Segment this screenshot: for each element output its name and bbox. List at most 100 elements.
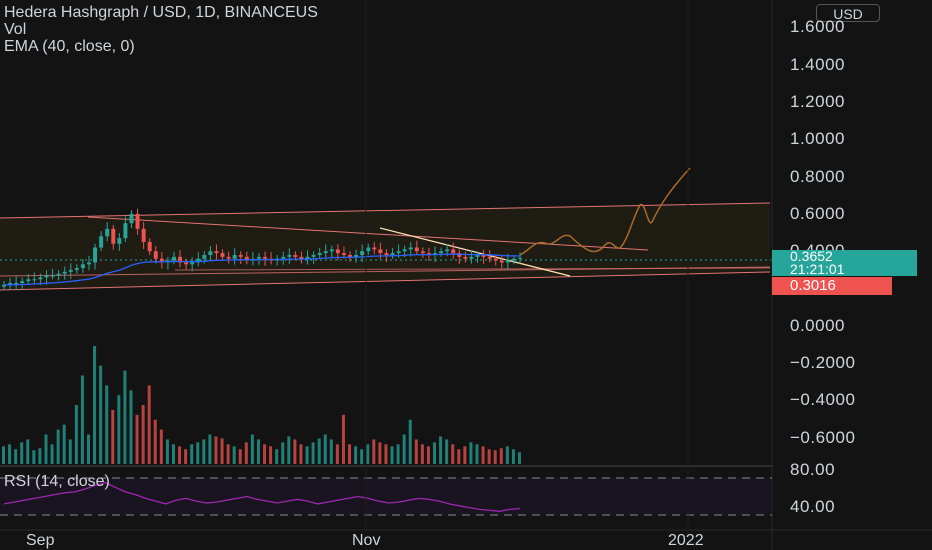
candle-body [451, 249, 456, 254]
volume-bar [159, 429, 163, 464]
price-tick: −0.4000 [790, 390, 856, 409]
candle-body [178, 256, 183, 263]
volume-bar [50, 444, 54, 464]
projection-path [519, 167, 691, 256]
currency-button[interactable]: USD [816, 4, 880, 22]
volume-bar [372, 439, 376, 464]
volume-bar [329, 439, 333, 464]
volume-bar [457, 449, 461, 464]
volume-bar [493, 450, 497, 464]
candle-body [184, 262, 189, 265]
price-axis[interactable]: 1.6000 1.4000 1.2000 1.0000 0.8000 0.600… [772, 0, 932, 470]
last-price-tag: 0.3652 21:21:01 [772, 249, 917, 276]
volume-bars [2, 346, 521, 464]
candle-body [86, 262, 91, 265]
candle-body [123, 223, 128, 239]
time-axis[interactable]: Sep Nov 2022 [0, 532, 932, 550]
candle-body [487, 256, 492, 259]
candle-body [38, 277, 43, 280]
volume-bar [293, 439, 297, 464]
candle-body [481, 254, 486, 257]
candle-body [505, 260, 510, 263]
candle-body [2, 284, 6, 287]
rsi-tick: 40.00 [790, 497, 836, 516]
volume-bar [153, 419, 157, 464]
volume-bar [311, 442, 315, 464]
volume-bar [196, 442, 200, 464]
candle-body [93, 247, 98, 263]
volume-bar [481, 446, 485, 464]
volume-bar [117, 395, 121, 464]
candle-body [147, 241, 152, 252]
candle-body [323, 251, 328, 254]
volume-bar [232, 446, 236, 464]
candle-body [105, 228, 110, 237]
candle-body [74, 268, 79, 270]
time-tick-sep: Sep [26, 532, 55, 549]
volume-bar [511, 449, 515, 464]
candle-body [445, 249, 450, 252]
candle-body [335, 249, 340, 254]
candle-body [50, 275, 55, 277]
volume-bar [202, 439, 206, 464]
candle-body [414, 247, 419, 252]
volume-bar [451, 444, 455, 464]
candle-body [354, 254, 359, 257]
volume-bar [244, 442, 248, 464]
candle-body [348, 254, 353, 257]
volume-indicator-label[interactable]: Vol [4, 21, 27, 38]
volume-bar [147, 385, 151, 464]
chart-legend: Hedera Hashgraph / USD, 1D, BINANCEUS Vo… [4, 4, 318, 55]
candle-body [408, 247, 413, 250]
candle-body [159, 258, 164, 263]
volume-bar [426, 446, 430, 464]
volume-bar [402, 434, 406, 464]
volume-bar [178, 446, 182, 464]
candle-body [518, 257, 522, 259]
price-tick: 0.6000 [790, 204, 845, 223]
candle-body [56, 273, 61, 276]
volume-bar [287, 436, 291, 464]
volume-bar [275, 449, 279, 464]
rsi-label[interactable]: RSI (14, close) [4, 473, 110, 490]
volume-bar [360, 449, 364, 464]
volume-bar [165, 439, 169, 464]
symbol-title[interactable]: Hedera Hashgraph / USD, 1D, BINANCEUS [4, 4, 318, 21]
volume-bar [214, 436, 218, 464]
volume-bar [487, 449, 491, 464]
volume-bar [414, 439, 418, 464]
volume-bar [93, 346, 97, 464]
volume-bar [111, 409, 115, 464]
volume-bar [141, 405, 145, 464]
volume-bar [348, 444, 352, 464]
candle-body [293, 254, 298, 257]
volume-bar [505, 446, 509, 464]
candle-body [329, 249, 334, 252]
volume-bar [263, 444, 267, 464]
volume-bar [226, 444, 230, 464]
volume-bar [62, 424, 66, 464]
candle-body [80, 264, 85, 269]
channel-upper-line [0, 202, 771, 219]
volume-bar [323, 434, 327, 464]
volume-bar [281, 442, 285, 464]
volume-bar [99, 365, 103, 464]
volume-bar [366, 444, 370, 464]
rsi-band [0, 478, 772, 515]
volume-bar [250, 434, 254, 464]
candle-body [8, 283, 13, 285]
volume-bar [208, 434, 212, 464]
candle-body [214, 251, 219, 254]
volume-bar [384, 444, 388, 464]
rsi-axis[interactable]: 80.00 40.00 [772, 460, 932, 532]
volume-bar [317, 438, 321, 464]
volume-bar [463, 446, 467, 464]
candle-body [287, 254, 292, 257]
ema-indicator-label[interactable]: EMA (40, close, 0) [4, 38, 135, 55]
candle-body [341, 253, 346, 255]
candle-body [202, 254, 207, 259]
price-tick: 1.0000 [790, 129, 845, 148]
volume-bar [433, 442, 437, 464]
candle-body [511, 258, 516, 261]
